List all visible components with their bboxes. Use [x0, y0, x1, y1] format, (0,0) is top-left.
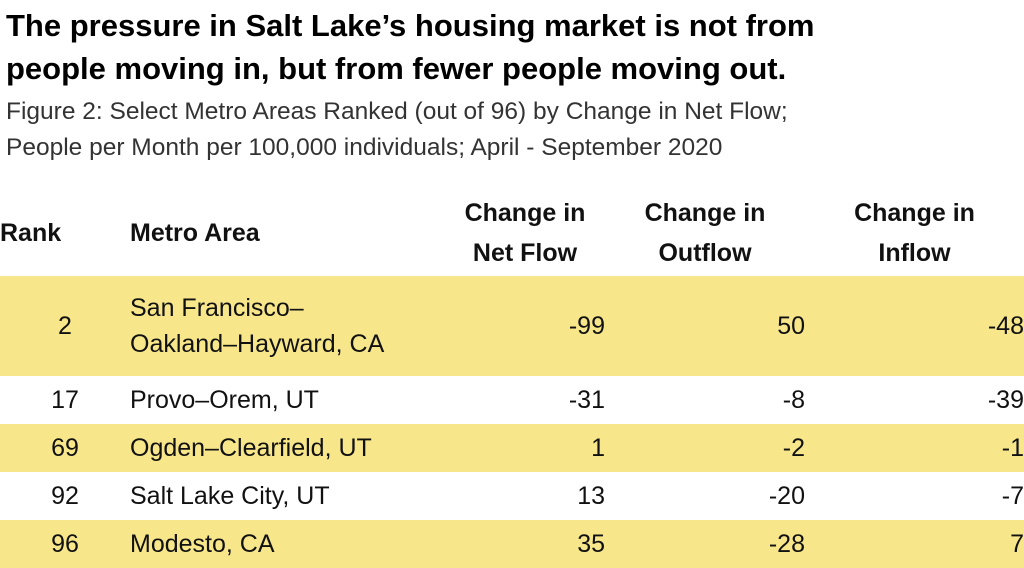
- cell-rank: 92: [51, 481, 79, 510]
- column-header-outflow-line-1: Change in: [644, 199, 766, 227]
- subtitle-line-1: Figure 2: Select Metro Areas Ranked (out…: [6, 98, 788, 125]
- cell-metro-area: Ogden–Clearfield, UT: [130, 424, 445, 472]
- cell-metro-area: San Francisco– Oakland–Hayward, CA: [130, 276, 445, 376]
- column-header-inflow-line-2: Inflow: [878, 239, 951, 267]
- cell-metro-area-line-1: San Francisco–: [130, 294, 304, 322]
- column-header-metro-area: Metro Area: [130, 190, 445, 276]
- cell-outflow: -20: [768, 481, 805, 510]
- cell-outflow: -28: [605, 520, 805, 568]
- cell-rank: 96: [0, 520, 130, 568]
- figure-subtitle: Figure 2: Select Metro Areas Ranked (out…: [6, 94, 1016, 166]
- headline-line-1: The pressure in Salt Lake’s housing mark…: [6, 8, 815, 43]
- cell-net-flow: -31: [568, 385, 605, 414]
- cell-inflow: -48: [805, 276, 1024, 376]
- column-header-net-flow-line-2: Net Flow: [472, 239, 578, 267]
- cell-outflow: 50: [605, 276, 805, 376]
- cell-inflow: -39: [987, 385, 1024, 414]
- cell-metro-area: Modesto, CA: [130, 520, 445, 568]
- column-header-net-flow-line-1: Change in: [464, 199, 586, 227]
- cell-net-flow: -99: [445, 276, 605, 376]
- column-header-outflow-line-2: Outflow: [658, 239, 752, 267]
- cell-outflow: -8: [782, 385, 805, 414]
- headline: The pressure in Salt Lake’s housing mark…: [6, 4, 1016, 90]
- cell-rank: 69: [0, 424, 130, 472]
- cell-rank: 2: [0, 276, 130, 376]
- headline-line-2: people moving in, but from fewer people …: [6, 51, 787, 86]
- cell-metro-area-line-2: Oakland–Hayward, CA: [130, 330, 385, 358]
- column-header-net-flow: Change in Net Flow: [445, 190, 605, 276]
- cell-outflow: -2: [605, 424, 805, 472]
- table-row: 2 San Francisco– Oakland–Hayward, CA -99…: [0, 276, 1024, 376]
- cell-net-flow: 1: [445, 424, 605, 472]
- column-header-inflow-line-1: Change in: [854, 199, 975, 227]
- column-header-metro-area-label: Metro Area: [130, 219, 260, 247]
- table-row: 17 Provo–Orem, UT -31 -8 -39: [0, 376, 1024, 424]
- table-header-row: Rank Metro Area Change in Net Flow Chang…: [0, 190, 1024, 276]
- cell-metro-area: Salt Lake City, UT: [130, 482, 330, 510]
- table-row: 92 Salt Lake City, UT 13 -20 -7: [0, 472, 1024, 520]
- metro-flow-table: Rank Metro Area Change in Net Flow Chang…: [0, 190, 1024, 568]
- table-row: 69 Ogden–Clearfield, UT 1 -2 -1: [0, 424, 1024, 472]
- subtitle-line-2: People per Month per 100,000 individuals…: [6, 134, 723, 161]
- table-row: 96 Modesto, CA 35 -28 7: [0, 520, 1024, 568]
- column-header-outflow: Change in Outflow: [605, 190, 805, 276]
- cell-inflow: -1: [805, 424, 1024, 472]
- column-header-inflow: Change in Inflow: [805, 190, 1024, 276]
- cell-rank: 17: [51, 385, 79, 414]
- column-header-rank: Rank: [0, 190, 130, 276]
- cell-metro-area: Provo–Orem, UT: [130, 386, 319, 414]
- column-header-rank-label: Rank: [0, 219, 62, 247]
- cell-inflow: 7: [805, 520, 1024, 568]
- cell-net-flow: 13: [577, 481, 605, 510]
- cell-inflow: -7: [1001, 481, 1024, 510]
- cell-net-flow: 35: [445, 520, 605, 568]
